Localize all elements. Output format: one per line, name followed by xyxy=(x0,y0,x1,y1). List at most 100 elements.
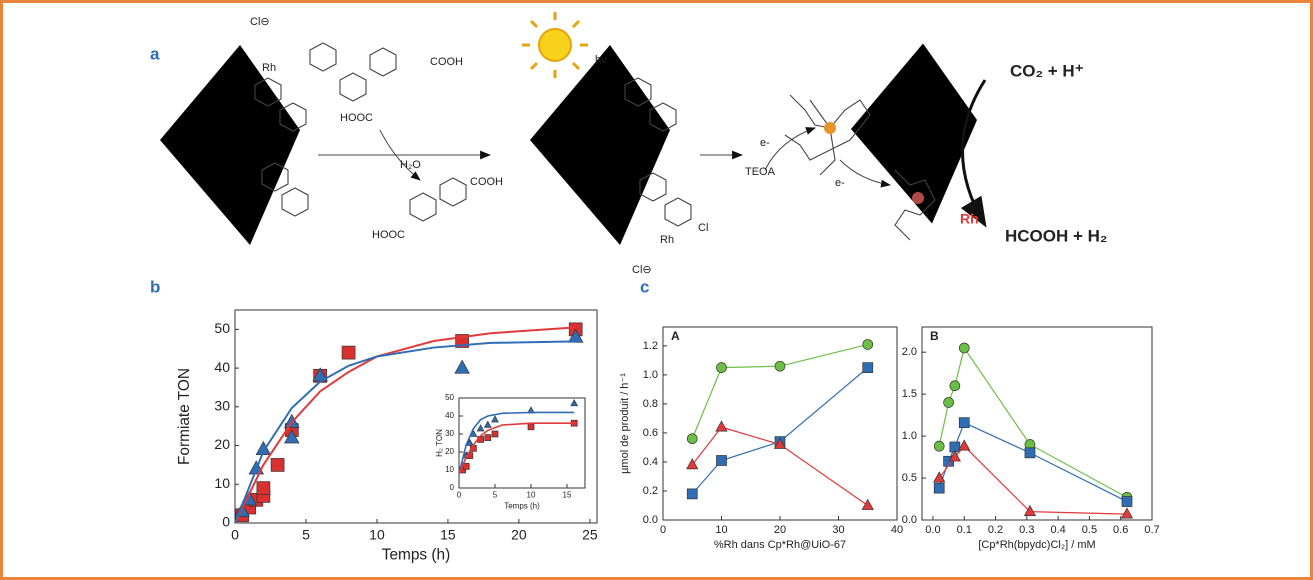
marker xyxy=(485,435,491,441)
y-axis-label: Formiate TON xyxy=(176,368,193,465)
plot-frame xyxy=(922,327,1152,520)
y-tick-label: 0 xyxy=(222,514,230,530)
plot-frame xyxy=(459,398,585,488)
marker xyxy=(863,363,873,373)
y-tick-label: 1.2 xyxy=(643,340,658,352)
panel-label: b xyxy=(150,277,160,296)
x-axis-label: %Rh dans Cp*Rh@UiO-67 xyxy=(714,539,846,551)
x-tick-label: 0.3 xyxy=(1019,524,1034,536)
label: Rh xyxy=(960,211,979,227)
x-tick-label: 10 xyxy=(527,490,536,499)
y-tick-label: 0.4 xyxy=(643,456,658,468)
label: Rh xyxy=(660,234,674,246)
y-tick-label: 1.5 xyxy=(902,388,917,400)
panel-label: A xyxy=(671,329,680,343)
x-tick-label: 0.6 xyxy=(1113,524,1128,536)
y-tick-label: 10 xyxy=(445,465,454,474)
marker xyxy=(1025,448,1035,458)
marker xyxy=(257,482,270,495)
marker xyxy=(528,424,534,430)
page: {"scheme": {"panels": ["a", "b", "c"], "… xyxy=(0,0,1313,580)
label: HOOC xyxy=(340,112,373,124)
marker xyxy=(950,381,960,391)
x-tick-label: 10 xyxy=(715,524,727,536)
y-tick-label: 0.8 xyxy=(643,398,658,410)
y-tick-label: 50 xyxy=(214,320,230,336)
y-axis-label: µmol de produit / h⁻¹ xyxy=(619,373,631,474)
x-tick-label: 10 xyxy=(369,526,385,542)
label: COOH xyxy=(470,176,503,188)
y-tick-label: 0.0 xyxy=(643,514,658,526)
x-tick-label: 0 xyxy=(457,490,462,499)
marker xyxy=(687,489,697,499)
x-tick-label: 5 xyxy=(302,526,310,542)
marker xyxy=(959,418,969,428)
marker xyxy=(959,343,969,353)
y-tick-label: 0.6 xyxy=(643,427,658,439)
x-axis-label: Temps (h) xyxy=(504,502,540,511)
y-axis-label: H₂ TON xyxy=(435,429,444,457)
figure: a b c Cl⊖ Rh COOH HOOC H₂O COOH HOOC Cl … xyxy=(0,0,1313,580)
x-tick-label: 15 xyxy=(440,526,456,542)
x-axis-label: Temps (h) xyxy=(382,546,450,563)
y-tick-label: 0.5 xyxy=(902,472,917,484)
marker xyxy=(863,339,873,349)
x-tick-label: 25 xyxy=(582,526,598,542)
label: hν xyxy=(595,54,607,66)
y-tick-label: 1.0 xyxy=(643,369,658,381)
label: e- xyxy=(835,177,845,189)
label: Cl⊖ xyxy=(250,16,270,28)
marker xyxy=(934,441,944,451)
x-axis-label: [Cp*Rh(bpydc)Cl₂] / mM xyxy=(978,539,1095,551)
x-tick-label: 0.0 xyxy=(925,524,940,536)
y-tick-label: 0.0 xyxy=(902,514,917,526)
y-tick-label: 50 xyxy=(445,393,454,402)
y-tick-label: 40 xyxy=(445,411,454,420)
marker xyxy=(934,483,944,493)
panel-label: c xyxy=(640,277,649,296)
label: TEOA xyxy=(745,166,776,178)
label: Rh xyxy=(262,62,276,74)
x-tick-label: 5 xyxy=(493,490,498,499)
label: CO₂ + H⁺ xyxy=(1010,61,1084,80)
x-tick-label: 0.5 xyxy=(1082,524,1097,536)
y-tick-label: 20 xyxy=(445,447,454,456)
x-tick-label: 0.2 xyxy=(988,524,1003,536)
y-tick-label: 10 xyxy=(214,475,230,491)
label: Cl xyxy=(698,222,708,234)
marker xyxy=(717,363,727,373)
y-tick-label: 20 xyxy=(214,436,230,452)
x-tick-label: 0.4 xyxy=(1050,524,1065,536)
marker xyxy=(687,434,697,444)
x-tick-label: 0.1 xyxy=(957,524,972,536)
label: COOH xyxy=(430,56,463,68)
x-tick-label: 0 xyxy=(231,526,239,542)
x-tick-label: 20 xyxy=(511,526,527,542)
marker xyxy=(1122,497,1132,507)
label: Cl⊖ xyxy=(632,264,652,276)
marker xyxy=(271,458,284,471)
panel-label: a xyxy=(150,44,160,63)
marker xyxy=(342,346,355,359)
x-tick-label: 30 xyxy=(832,524,844,536)
panel-label: B xyxy=(930,329,939,343)
y-tick-label: 1.0 xyxy=(902,430,917,442)
label: e- xyxy=(760,137,770,149)
y-tick-label: 0 xyxy=(450,483,455,492)
y-tick-label: 2.0 xyxy=(902,346,917,358)
label: HOOC xyxy=(372,229,405,241)
x-tick-label: 20 xyxy=(774,524,786,536)
y-tick-label: 40 xyxy=(214,359,230,375)
marker xyxy=(775,361,785,371)
x-tick-label: 15 xyxy=(563,490,572,499)
marker xyxy=(717,456,727,466)
marker xyxy=(944,398,954,408)
marker xyxy=(492,431,498,437)
x-tick-label: 0 xyxy=(660,524,666,536)
label: HCOOH + H₂ xyxy=(1005,226,1107,245)
label: H₂O xyxy=(400,159,421,171)
marker xyxy=(463,463,469,469)
y-tick-label: 30 xyxy=(214,398,230,414)
x-tick-label: 0.7 xyxy=(1144,524,1159,536)
y-tick-label: 0.2 xyxy=(643,485,658,497)
